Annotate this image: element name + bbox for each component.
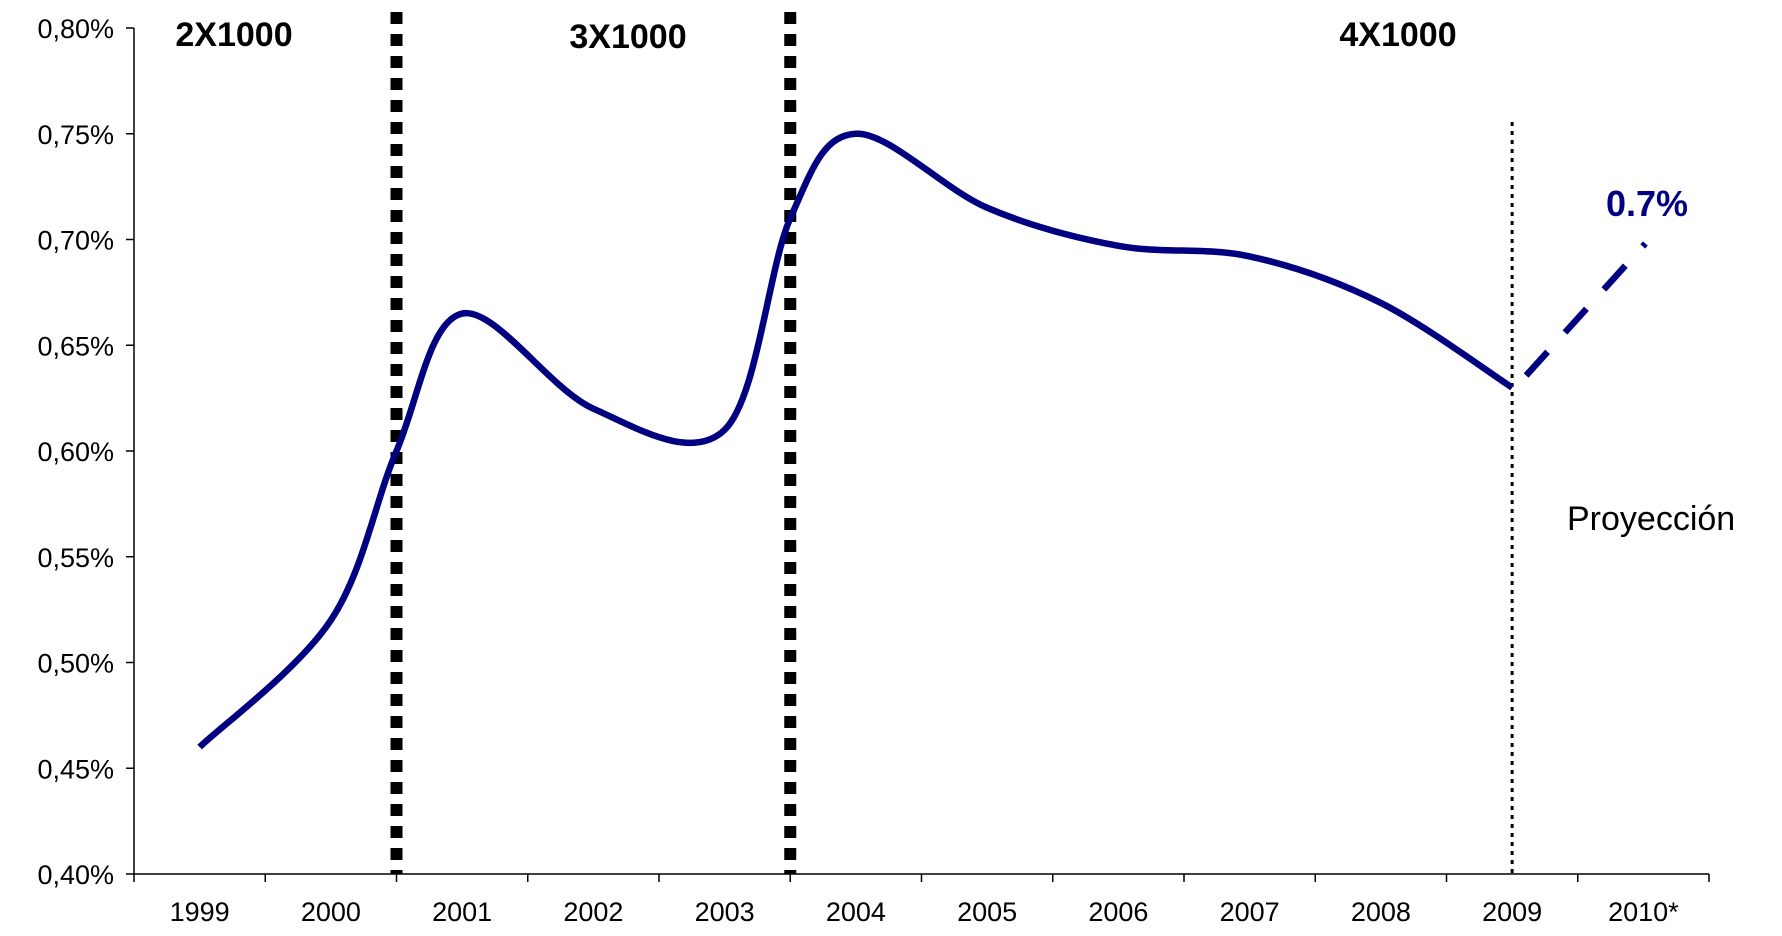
projection-line bbox=[1523, 241, 1648, 378]
dividers bbox=[390, 12, 1514, 874]
x-tick-label: 2004 bbox=[826, 897, 886, 927]
x-tick-label: 2002 bbox=[563, 897, 623, 927]
y-tick-label: 0,65% bbox=[37, 331, 114, 361]
series-line bbox=[197, 130, 1514, 750]
y-tick-label: 0,40% bbox=[37, 860, 114, 890]
x-tick-label: 2006 bbox=[1088, 897, 1148, 927]
regime-label-3x1000: 3X1000 bbox=[569, 18, 686, 56]
x-tick-label: 1999 bbox=[170, 897, 230, 927]
x-tick-label: 2007 bbox=[1220, 897, 1280, 927]
y-tick-label: 0,70% bbox=[37, 226, 114, 256]
y-ticks: 0,40% 0,45% 0,50% 0,55% 0,60% 0,65% 0,70% 0,75%… bbox=[37, 14, 134, 890]
regime-label-4x1000: 4X1000 bbox=[1339, 16, 1456, 54]
y-tick-label: 0,80% bbox=[37, 14, 114, 44]
projection-value-label: 0.7% bbox=[1606, 183, 1688, 224]
y-tick-label: 0,45% bbox=[37, 754, 114, 784]
x-tick-label: 2003 bbox=[695, 897, 755, 927]
y-tick-label: 0,50% bbox=[37, 649, 114, 679]
regime-label-2x1000: 2X1000 bbox=[175, 16, 292, 54]
x-tick-label: 2000 bbox=[301, 897, 361, 927]
series bbox=[197, 130, 1648, 750]
x-tick-label: 2010* bbox=[1608, 897, 1679, 927]
y-tick-label: 0,60% bbox=[37, 437, 114, 467]
y-tick-label: 0,55% bbox=[37, 543, 114, 573]
projection-label: Proyección bbox=[1567, 500, 1735, 538]
axes bbox=[133, 28, 1709, 875]
x-tick-label: 2001 bbox=[432, 897, 492, 927]
x-tick-label: 2009 bbox=[1482, 897, 1542, 927]
x-tick-label: 2008 bbox=[1351, 897, 1411, 927]
x-tick-label: 2005 bbox=[957, 897, 1017, 927]
x-ticks: 1999 2000 2001 2002 2003 2004 2005 2006 2007 2008… bbox=[133, 874, 1710, 927]
y-tick-label: 0,75% bbox=[37, 120, 114, 150]
